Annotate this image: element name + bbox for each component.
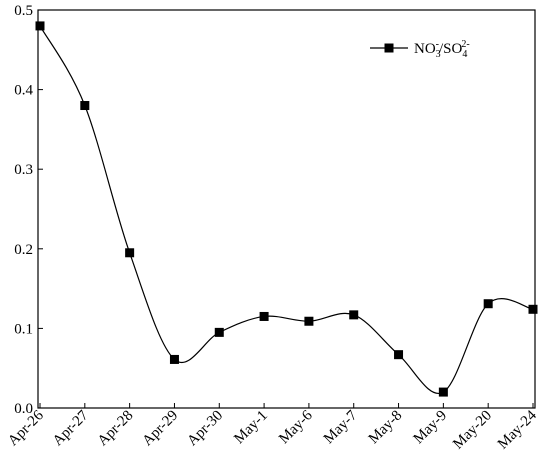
y-tick-label: 0.3: [14, 162, 33, 178]
x-tick-label: May-7: [321, 407, 361, 447]
x-tick-label: May-6: [276, 407, 316, 447]
data-point: [528, 304, 538, 314]
data-point: [125, 248, 135, 258]
data-point: [349, 310, 359, 320]
data-point: [214, 327, 224, 337]
legend-label: NO3-/SO42-: [414, 39, 470, 60]
x-tick-label: Apr-29: [140, 408, 182, 450]
legend-marker: [384, 43, 394, 53]
x-tick-label: May-24: [495, 407, 540, 452]
data-point: [80, 101, 90, 111]
x-tick-label: May-1: [231, 408, 271, 448]
data-point: [483, 299, 493, 309]
y-tick-label: 0.4: [14, 83, 33, 99]
x-tick-label: Apr-30: [184, 408, 226, 450]
x-axis: Apr-26 Apr-27 Apr-28 Apr-29 Apr-30 May-1 May-6…: [5, 403, 540, 452]
series-markers: [35, 21, 538, 397]
y-tick-label: 0.1: [14, 321, 33, 337]
legend: NO3-/SO42-: [370, 39, 470, 60]
x-tick-label: Apr-27: [50, 407, 92, 449]
series-line: [39, 25, 534, 395]
plot-frame: [37, 9, 536, 409]
data-point: [169, 354, 179, 364]
y-tick-label: 0.2: [14, 242, 33, 258]
y-tick-label: 0.0: [14, 401, 33, 417]
y-tick-label: 0.5: [14, 3, 33, 19]
data-point: [394, 350, 404, 360]
x-tick-label: May-8: [366, 408, 406, 448]
data-point: [438, 387, 448, 397]
x-tick-label: May-9: [411, 408, 451, 448]
data-point: [35, 21, 45, 31]
x-tick-label: May-20: [450, 408, 495, 453]
x-tick-label: Apr-28: [95, 408, 137, 450]
data-point: [259, 311, 269, 321]
data-point: [304, 316, 314, 326]
y-axis: 0.0 0.1 0.2 0.3 0.4 0.5: [14, 3, 43, 417]
